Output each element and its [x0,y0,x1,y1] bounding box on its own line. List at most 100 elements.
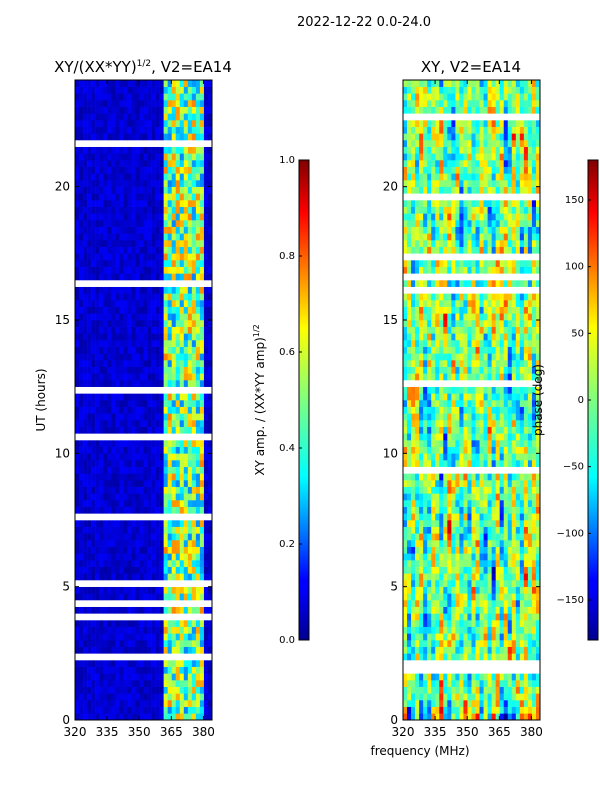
panel1-heat-cell [171,646,177,654]
panel1-heat-cell [171,426,177,434]
panel1-heat-cell [127,313,132,321]
panel1-heat-cell [179,666,185,674]
panel1-heat-cell [175,606,181,614]
panel2-heat-cell [459,673,464,681]
panel1-heat-cell [91,540,96,547]
panel2-heat-cell [519,613,525,621]
panel1-heat-cell [111,160,116,167]
panel2-heat-cell [403,613,408,621]
panel1-heat-cell [163,206,168,214]
panel1-heat-cell [131,320,136,327]
panel2-heat-cell [491,546,496,554]
panel1-heat-cell [91,566,96,574]
panel2-heat-cell [531,506,537,514]
panel2-heat-cell [435,626,440,634]
panel1-cb-tick-label: 0.6 [279,347,295,358]
panel1-heat-cell [187,706,193,714]
panel1-heat-cell [203,353,209,361]
panel2-heat-cell [447,446,452,454]
panel1-heat-cell [163,480,168,487]
panel1-heat-cell [119,300,124,307]
panel1-heat-cell [83,226,88,234]
panel1-heat-cell [179,233,185,241]
panel1-heat-cell [187,553,193,561]
panel1-heat-cell [135,680,140,687]
panel1-heat-cell [179,386,185,394]
panel2-heat-cell [447,600,452,607]
panel1-heat-cell [199,566,205,574]
panel2-heat-cell [427,420,432,427]
panel1-heat-cell [95,546,100,554]
panel1-heat-cell [207,200,212,207]
panel2-heat-cell [423,660,428,667]
panel2-heat-cell [487,413,492,421]
panel1-heat-cell [195,360,201,367]
panel2-heat-cell [531,620,537,627]
panel1-heat-cell [91,513,96,521]
panel2-heat-cell [467,493,472,501]
panel1-heat-cell [111,273,116,281]
panel1-heat-cell [79,560,84,567]
panel2-heat-cell [403,473,408,481]
panel1-heat-cell [187,333,193,341]
panel1-heat-cell [111,400,116,407]
panel2-heat-cell [463,713,468,720]
panel1-heat-cell [171,713,177,720]
panel1-heat-cell [203,180,209,187]
panel2-heat-cell [451,453,456,461]
panel1-heat-cell [95,400,100,407]
panel2-heat-cell [459,693,464,701]
panel1-heat-cell [91,653,96,661]
panel2-heat-cell [423,393,428,401]
panel2-heat-cell [415,673,420,681]
panel2-heat-cell [447,493,452,501]
panel1-heat-cell [203,673,209,681]
panel1-heat-cell [179,346,185,354]
panel2-heat-cell [527,613,533,621]
panel1-heat-cell [131,426,136,434]
panel1-heat-cell [79,700,84,707]
panel1-heat-cell [163,340,168,347]
panel1-heat-cell [119,433,124,441]
panel2-heat-cell [467,620,472,627]
panel2-heat-cell [455,500,460,507]
panel1-heat-cell [207,213,212,221]
panel1-heat-cell [159,460,164,467]
panel1-heat-cell [79,386,84,394]
panel1-heat-cell [139,600,144,607]
panel2-heat-cell [487,393,492,401]
panel1-heat-cell [83,600,88,607]
panel1-heat-cell [83,646,88,654]
panel2-heat-cell [527,633,533,641]
panel1-heat-cell [95,640,100,647]
panel1-heat-cell [199,286,205,294]
panel1-heat-cell [151,273,156,281]
panel2-heat-cell [523,453,529,461]
panel1-heat-cell [167,286,173,294]
panel1-heat-cell [99,80,104,87]
panel2-heat-cell [423,593,428,601]
panel2-heat-cell [447,653,452,661]
panel1-heat-cell [79,160,84,167]
panel1-heat-cell [139,513,144,521]
panel1-heat-cell [83,313,88,321]
panel2-heat-cell [463,660,468,667]
panel1-heat-cell [79,166,84,174]
panel1-heat-cell [99,220,104,227]
panel1-heat-cell [127,680,132,687]
panel1-heat-cell [91,173,96,181]
panel1-heat-cell [203,686,209,694]
panel1-heat-cell [131,160,136,167]
panel2-heat-cell [455,506,460,514]
panel1-heat-cell [143,713,148,720]
panel1-heat-cell [131,660,136,667]
panel1-heat-cell [159,200,164,207]
panel1-heat-cell [159,673,164,681]
panel2-heat-cell [439,560,444,567]
panel1-heat-cell [139,300,144,307]
panel1-heat-cell [199,500,205,507]
panel1-heat-cell [91,373,96,381]
panel1-heat-cell [151,500,156,507]
panel2-heat-cell [455,473,460,481]
panel2-heat-cell [491,580,496,587]
